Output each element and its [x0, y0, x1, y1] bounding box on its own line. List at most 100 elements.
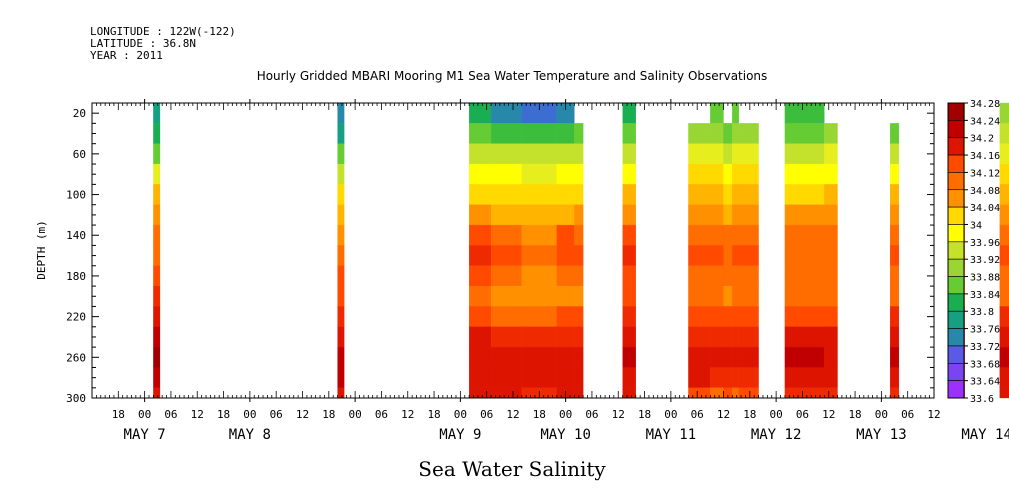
salinity-cell: [468, 387, 492, 399]
salinity-cell: [468, 346, 492, 368]
salinity-cell: [521, 346, 558, 368]
salinity-cell: [738, 184, 759, 205]
salinity-cell: [723, 367, 733, 388]
colorbar-swatch: [947, 206, 965, 225]
colorbar-label: 33.8: [970, 307, 994, 318]
salinity-cell: [574, 184, 584, 205]
salinity-cell: [732, 163, 740, 185]
salinity-cell: [710, 367, 724, 388]
salinity-cell: [824, 285, 838, 307]
colorbar-swatch: [947, 328, 965, 347]
salinity-cell: [890, 204, 900, 226]
x-hour-label: 00: [454, 408, 467, 421]
salinity-cell: [824, 123, 838, 144]
salinity-cell: [738, 163, 759, 185]
salinity-cell: [688, 346, 711, 368]
salinity-cell: [824, 245, 838, 266]
salinity-cell: [490, 245, 522, 266]
x-axis: 18 00 06 12 18 00 06 12 18 00 06 12 18 00 06 12 18 00 06 12…: [91, 99, 1009, 443]
x-hour-label: 12: [191, 408, 204, 421]
colorbar-swatch: [947, 276, 965, 295]
colorbar-swatch: [947, 293, 965, 312]
salinity-cell: [999, 143, 1009, 165]
salinity-cell: [574, 265, 584, 287]
salinity-cell: [738, 326, 759, 348]
salinity-cell: [890, 245, 900, 266]
colorbar-swatch: [947, 137, 965, 156]
salinity-cell: [556, 163, 575, 185]
colorbar-swatch: [947, 258, 965, 277]
salinity-cell: [784, 245, 825, 266]
salinity-cell: [710, 346, 724, 368]
x-hour-label: 18: [848, 408, 861, 421]
colorbar-label: 34.2: [970, 134, 994, 145]
salinity-cell: [999, 346, 1009, 368]
salinity-cell: [688, 204, 711, 226]
colorbar-label: 33.64: [970, 377, 1000, 388]
salinity-cell: [688, 367, 711, 388]
salinity-cell: [732, 245, 740, 266]
salinity-cell: [153, 326, 161, 348]
salinity-cell: [337, 245, 345, 266]
salinity-cell: [824, 163, 838, 185]
salinity-cell: [622, 184, 636, 205]
salinity-cell: [710, 143, 724, 165]
salinity-cell: [337, 184, 345, 205]
salinity-cell: [999, 204, 1009, 226]
salinity-cell: [153, 367, 161, 388]
salinity-cell: [153, 143, 161, 165]
salinity-cell: [622, 245, 636, 266]
colorbar-swatch: [947, 102, 965, 121]
salinity-cell: [521, 163, 558, 185]
salinity-cell: [490, 326, 522, 348]
salinity-cell: [622, 224, 636, 246]
salinity-cell: [784, 163, 825, 185]
salinity-cell: [824, 143, 838, 165]
salinity-cell: [723, 306, 733, 327]
salinity-cell: [490, 367, 522, 388]
salinity-cell: [337, 204, 345, 226]
salinity-cell: [622, 123, 636, 144]
salinity-cell: [784, 326, 825, 348]
salinity-cell: [732, 285, 740, 307]
salinity-cell: [622, 387, 636, 399]
salinity-cell: [153, 204, 161, 226]
salinity-cell: [468, 143, 492, 165]
salinity-cell: [622, 285, 636, 307]
salinity-cell: [732, 102, 740, 124]
plot-area: [92, 102, 1009, 399]
x-hour-label: 12: [401, 408, 414, 421]
colorbar-label: 33.92: [970, 255, 1000, 266]
x-hour-label: 12: [927, 408, 940, 421]
salinity-cell: [688, 123, 711, 144]
salinity-cell: [490, 204, 522, 226]
salinity-cell: [337, 163, 345, 185]
salinity-cell: [490, 306, 522, 327]
colorbar-swatch: [947, 224, 965, 243]
salinity-cell: [723, 204, 733, 226]
y-axis: 20 60 100 140 180 220 260 300: [66, 102, 934, 405]
salinity-cell: [622, 367, 636, 388]
salinity-cell: [468, 245, 492, 266]
x-hour-label: 18: [217, 408, 230, 421]
salinity-cell: [784, 306, 825, 327]
salinity-cell: [521, 326, 558, 348]
colorbar-swatch: [947, 345, 965, 364]
salinity-cell: [890, 346, 900, 368]
x-day-label: MAY 12: [751, 427, 802, 443]
salinity-cell: [337, 102, 345, 124]
colorbar-swatch: [947, 154, 965, 173]
salinity-cell: [688, 184, 711, 205]
salinity-cell: [490, 184, 522, 205]
salinity-cell: [468, 326, 492, 348]
x-hour-label: 12: [717, 408, 730, 421]
salinity-cell: [153, 285, 161, 307]
salinity-cell: [337, 123, 345, 144]
salinity-cell: [784, 224, 825, 246]
colorbar-swatch: [947, 120, 965, 138]
salinity-cell: [732, 143, 740, 165]
x-hour-label: 18: [112, 408, 125, 421]
salinity-cell: [710, 245, 724, 266]
colorbar: 34.28 34.24 34.2 34.16 34.12 34.08 34.04 34 33.9…: [947, 99, 1000, 405]
salinity-cell: [468, 204, 492, 226]
